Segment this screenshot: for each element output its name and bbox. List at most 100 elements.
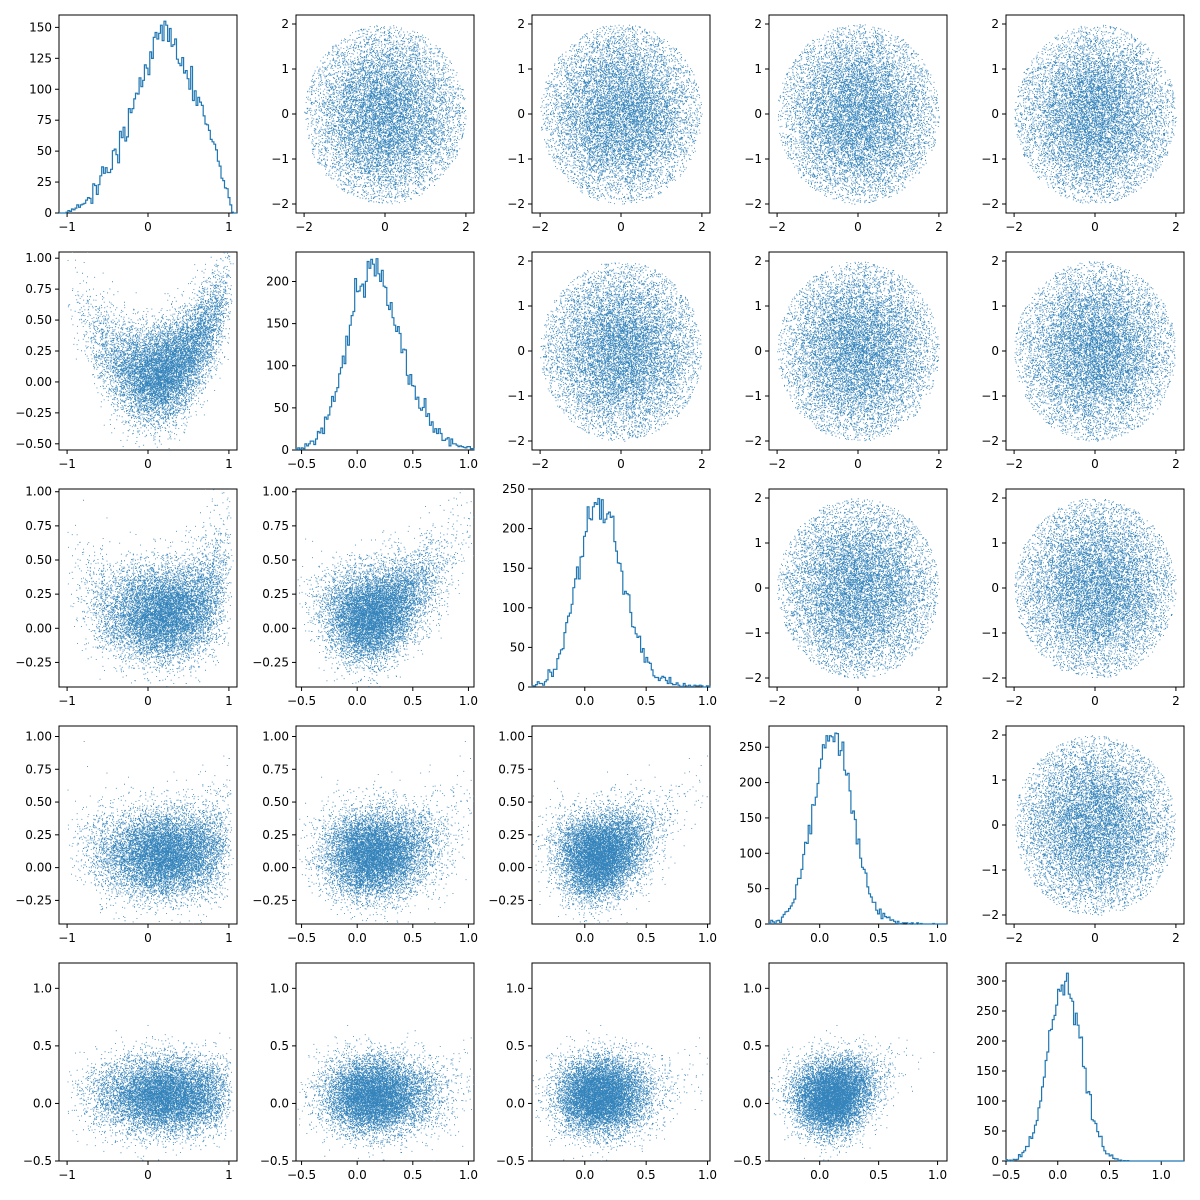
panel-r4-c2-ytick-label: 0.00 (262, 861, 289, 875)
panel-r2-c4-xtick-label: 0 (854, 457, 862, 471)
panel-r1-c3-ytick-label: 2 (517, 17, 525, 31)
panel-r2-c5-ytick-label: −2 (981, 434, 999, 448)
panel-r5-c3-point-marks (523, 895, 793, 1163)
panel-r2-c4-ytick-label: 1 (754, 299, 762, 313)
panel-r4-c1-ytick-label: 0.50 (25, 795, 52, 809)
panel-r5-c3-xtick-label: 0.5 (637, 1168, 656, 1182)
panel-r4-c5-ytick-label: 1 (991, 773, 999, 787)
panel-r5-c5-xtick-label: 1.0 (1152, 1168, 1171, 1182)
panel-r3-c1-ytick-label: 0.50 (25, 553, 52, 567)
panel-r5-c1-ytick-label: 1.0 (33, 981, 52, 995)
panel-r1-c5-point-marks (1015, 25, 1177, 204)
panel-r1-c1-histogram-step (59, 21, 237, 213)
panel-r3-c1-ytick-label: 0.75 (25, 519, 52, 533)
panel-r4-c2-ytick-label: 0.25 (262, 828, 289, 842)
panel-r1-c1-ytick-label: 50 (37, 144, 52, 158)
panel-r1-c5-ytick-label: 1 (991, 62, 999, 76)
panel-r3-c2-ytick-label: 0.50 (262, 553, 289, 567)
panel-r2-c3-point-marks (540, 263, 702, 442)
panel-r4-c5-point-marks (1015, 735, 1176, 915)
panel-r5-c5-ytick-label: 100 (976, 1094, 999, 1108)
panel-r4-c1-ytick-label: 0.75 (25, 762, 52, 776)
panel-r3-c2-point-marks (285, 398, 531, 698)
panel-r1-c1-xtick-label: 0 (144, 220, 152, 234)
panel-r4-c3-xtick-label: 0.0 (575, 931, 594, 945)
panel-r1-c2-xtick-label: −2 (295, 220, 313, 234)
panel-r5-c2-ytick-label: 0.5 (270, 1039, 289, 1053)
panel-r1-c4-point-marks (778, 24, 940, 205)
panel-r4-c5-xtick-label: −2 (1005, 931, 1023, 945)
panel-r5-c4-xtick-label: 0.5 (869, 1168, 888, 1182)
panel-r3-c5-xtick-label: 2 (1172, 694, 1180, 708)
panel-r3-c5-ytick-label: −2 (981, 671, 999, 685)
panel-r5-c5-histogram-step (1006, 973, 1184, 1161)
panel-r2-c2-ytick-label: 200 (266, 274, 289, 288)
panel-r4-c2-points (285, 622, 531, 934)
panel-r4-c4-xtick-label: 1.0 (928, 931, 947, 945)
panel-r3-c4-ytick-label: 1 (754, 536, 762, 550)
panel-r1-c3-xtick-label: 0 (617, 220, 625, 234)
panel-r2-c5-ytick-label: 0 (991, 344, 999, 358)
panel-r3-c2-xtick-label: 0.0 (348, 694, 367, 708)
panel-r2-c2-ytick-label: 100 (266, 359, 289, 373)
panel-r1-c4-xtick-label: 0 (854, 220, 862, 234)
panel-r2-c4-points (777, 262, 939, 441)
panel-r4-c5-ytick-label: −2 (981, 908, 999, 922)
panel-r5-c4-xtick-label: 1.0 (928, 1168, 947, 1182)
panel-r4-c1-point-marks (68, 622, 234, 934)
panel-r1-c5-ytick-label: −2 (981, 197, 999, 211)
panel-r4-c3-ytick-label: 0.00 (498, 861, 525, 875)
panel-r4-c4-ytick-label: 100 (739, 846, 762, 860)
panel-r5-c2-xtick-label: 1.0 (459, 1168, 478, 1182)
panel-r3-c3-ytick-label: 150 (502, 561, 525, 575)
panel-r3-c5-points (1014, 499, 1176, 678)
panel-r2-c2-ytick-label: 0 (281, 443, 289, 457)
panel-r4-c4-xtick-label: 0.5 (869, 931, 888, 945)
panel-r1-c3-point-marks (540, 25, 702, 205)
panel-r3-c4-xtick-label: 2 (935, 694, 943, 708)
panel-r3-c2-xtick-label: 1.0 (459, 694, 478, 708)
panel-r1-c2-xtick-label: 2 (462, 220, 470, 234)
panel-r3-c1-ytick-label: 0.00 (25, 621, 52, 635)
panel-r4-c3-xtick-label: 1.0 (698, 931, 717, 945)
panel-r4-c4-histogram-step (769, 733, 947, 924)
panel-r5-c5-xtick-label: 0.0 (1048, 1168, 1067, 1182)
panel-r1-c5-xtick-label: 0 (1091, 220, 1099, 234)
panel-r5-c1-xtick-label: 1 (225, 1168, 233, 1182)
panel-r3-c5-xtick-label: 0 (1091, 694, 1099, 708)
panel-r3-c3-histogram-step (532, 499, 710, 688)
panel-r5-c2-ytick-label: 0.0 (270, 1096, 289, 1110)
panel-r3-c1-xtick-label: 1 (225, 694, 233, 708)
panel-r4-c5-xtick-label: 0 (1091, 931, 1099, 945)
panel-r5-c2-xtick-label: 0.5 (403, 1168, 422, 1182)
panel-r1-c5-ytick-label: −1 (981, 152, 999, 166)
panel-r4-c3-xtick-label: 0.5 (637, 931, 656, 945)
panel-r1-c2-ytick-label: 1 (281, 62, 289, 76)
panel-r3-c2-ytick-label: 1.00 (262, 485, 289, 499)
panel-r1-c2-ytick-label: 0 (281, 107, 289, 121)
panel-r2-c5-point-marks (1015, 261, 1176, 441)
panel-r5-c4-xtick-label: 0.0 (810, 1168, 829, 1182)
panel-r2-c3-ytick-label: −1 (507, 389, 525, 403)
panel-r1-c5-xtick-label: 2 (1172, 220, 1180, 234)
panel-r4-c2-point-marks (285, 622, 531, 934)
panel-r2-c1-ytick-label: 0.25 (25, 344, 52, 358)
panel-r3-c3-ytick-label: 100 (502, 601, 525, 615)
panel-r1-c2-ytick-label: −1 (271, 152, 289, 166)
panel-r4-c1-ytick-label: 0.00 (25, 861, 52, 875)
panel-r2-c5-xtick-label: 2 (1172, 457, 1180, 471)
panel-r4-c4-xtick-label: 0.0 (810, 931, 829, 945)
panel-r1-c1-ytick-label: 75 (37, 113, 52, 127)
panel-r1-c5-points (1015, 25, 1177, 204)
panel-r2-c4-ytick-label: −1 (744, 389, 762, 403)
panel-r4-c1-xtick-label: 0 (144, 931, 152, 945)
panel-r5-c1-ytick-label: 0.5 (33, 1039, 52, 1053)
panel-r5-c2-ytick-label: −0.5 (260, 1154, 289, 1168)
panel-r5-c5-frame (1006, 963, 1184, 1161)
